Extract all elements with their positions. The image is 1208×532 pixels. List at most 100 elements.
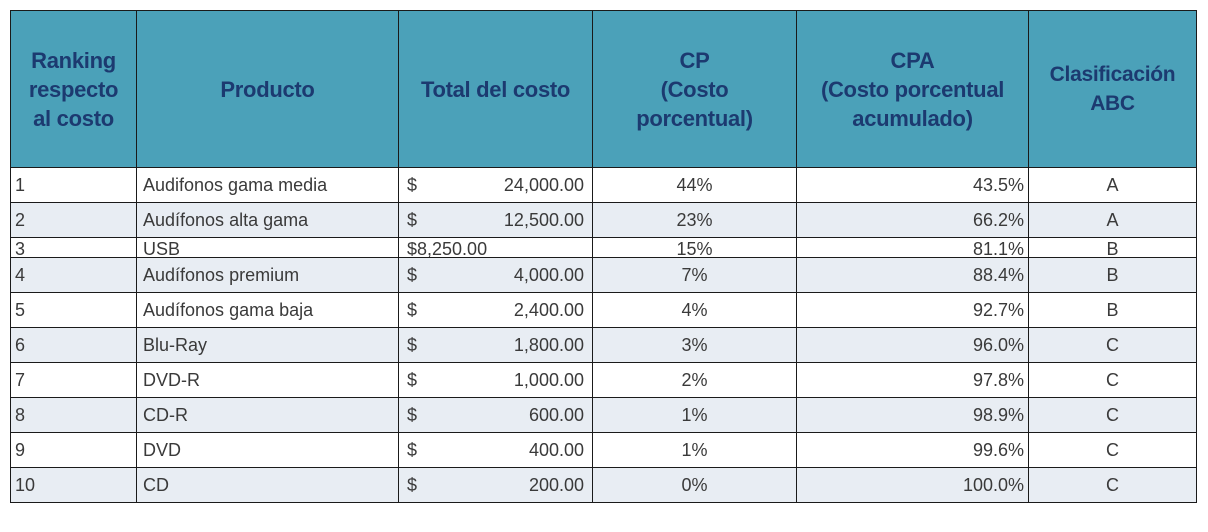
table-row: 8 CD-R $600.00 1% 98.9% C — [10, 397, 1197, 433]
header-cp: CP (Costo porcentual) — [592, 10, 797, 168]
abc-classification-table-container: Ranking respecto al costo Producto Total… — [10, 10, 1197, 503]
table-body: 1 Audifonos gama media $24,000.00 44% 43… — [10, 167, 1197, 503]
cell-rank: 10 — [10, 467, 137, 503]
cell-cp-text: 15% — [676, 242, 713, 257]
header-cpa-line: CPA — [890, 47, 935, 73]
cell-product: CD-R — [136, 397, 399, 433]
cell-total: $12,500.00 — [398, 202, 593, 238]
cell-cp: 23% — [592, 202, 797, 238]
cell-product: Audífonos gama baja — [136, 292, 399, 328]
currency-symbol: $ — [407, 209, 418, 230]
cell-abc-text: B — [1106, 242, 1119, 257]
cell-rank: 5 — [10, 292, 137, 328]
header-abc: Clasificación ABC — [1028, 10, 1197, 168]
cell-cp: 2% — [592, 362, 797, 398]
header-cpa-line: (Costo porcentual — [820, 76, 1005, 102]
header-cp-line: CP — [679, 47, 710, 73]
cell-product: CD — [136, 467, 399, 503]
total-amount: 1,800.00 — [513, 334, 584, 355]
cell-product: Audífonos alta gama — [136, 202, 399, 238]
cell-cpa-text: 81.1% — [972, 242, 1024, 257]
cell-cpa: 100.0% — [796, 467, 1029, 503]
cell-product: DVD — [136, 432, 399, 468]
cell-cp: 1% — [592, 397, 797, 433]
cell-abc: A — [1028, 167, 1197, 203]
cell-total: $200.00 — [398, 467, 593, 503]
cell-product-text: USB — [143, 242, 181, 257]
cell-rank: 8 — [10, 397, 137, 433]
currency-symbol: $ — [407, 264, 418, 285]
cell-total: $1,000.00 — [398, 362, 593, 398]
cell-product: USB — [136, 237, 399, 258]
table-row: 5 Audífonos gama baja $2,400.00 4% 92.7%… — [10, 292, 1197, 328]
currency-symbol: $ — [407, 242, 418, 257]
cell-total: $600.00 — [398, 397, 593, 433]
table-row: 6 Blu-Ray $1,800.00 3% 96.0% C — [10, 327, 1197, 363]
header-cpa-line: acumulado) — [852, 105, 973, 131]
header-abc-line: Clasificación — [1049, 63, 1176, 86]
cell-rank: 3 — [10, 237, 137, 258]
cell-cpa: 98.9% — [796, 397, 1029, 433]
cell-product: Blu-Ray — [136, 327, 399, 363]
cell-cp: 3% — [592, 327, 797, 363]
header-abc-line: ABC — [1090, 92, 1135, 115]
currency-symbol: $ — [407, 404, 418, 425]
cell-rank: 9 — [10, 432, 137, 468]
abc-classification-table: Ranking respecto al costo Producto Total… — [10, 10, 1197, 503]
cell-product: DVD-R — [136, 362, 399, 398]
header-rank-line: Ranking — [31, 47, 116, 73]
cell-rank: 4 — [10, 257, 137, 293]
cell-total: $24,000.00 — [398, 167, 593, 203]
cell-rank: 2 — [10, 202, 137, 238]
cell-abc: C — [1028, 362, 1197, 398]
cell-abc: C — [1028, 432, 1197, 468]
currency-symbol: $ — [407, 439, 418, 460]
table-row: 9 DVD $400.00 1% 99.6% C — [10, 432, 1197, 468]
table-row: 4 Audífonos premium $4,000.00 7% 88.4% B — [10, 257, 1197, 293]
total-amount: 12,500.00 — [503, 209, 584, 230]
currency-symbol: $ — [407, 174, 418, 195]
header-product-line: Producto — [220, 76, 315, 102]
cell-abc: C — [1028, 397, 1197, 433]
cell-cpa: 99.6% — [796, 432, 1029, 468]
header-cp-line: (Costo — [660, 76, 729, 102]
header-total-line: Total del costo — [420, 76, 571, 102]
cell-product: Audifonos gama media — [136, 167, 399, 203]
cell-abc: C — [1028, 327, 1197, 363]
cell-abc: B — [1028, 237, 1197, 258]
currency-symbol: $ — [407, 474, 418, 495]
total-amount: 4,000.00 — [513, 264, 584, 285]
cell-total: $4,000.00 — [398, 257, 593, 293]
cell-cpa: 88.4% — [796, 257, 1029, 293]
header-rank-line: respecto — [28, 76, 119, 102]
cell-cpa: 97.8% — [796, 362, 1029, 398]
cell-cp: 1% — [592, 432, 797, 468]
cell-cp: 4% — [592, 292, 797, 328]
header-cp-line: porcentual) — [636, 105, 753, 131]
cell-cp: 0% — [592, 467, 797, 503]
cell-cpa: 81.1% — [796, 237, 1029, 258]
table-row: 1 Audifonos gama media $24,000.00 44% 43… — [10, 167, 1197, 203]
table-row: 7 DVD-R $1,000.00 2% 97.8% C — [10, 362, 1197, 398]
cell-abc: B — [1028, 257, 1197, 293]
cell-cp: 15% — [592, 237, 797, 258]
cell-cpa: 66.2% — [796, 202, 1029, 238]
cell-rank: 6 — [10, 327, 137, 363]
cell-cp: 44% — [592, 167, 797, 203]
cell-cpa: 92.7% — [796, 292, 1029, 328]
cell-total: $1,800.00 — [398, 327, 593, 363]
total-amount: 600.00 — [528, 404, 584, 425]
cell-total: $8,250.00 — [398, 237, 593, 258]
cell-cpa: 43.5% — [796, 167, 1029, 203]
currency-symbol: $ — [407, 334, 418, 355]
header-total: Total del costo — [398, 10, 593, 168]
cell-rank: 7 — [10, 362, 137, 398]
table-row: 2 Audífonos alta gama $12,500.00 23% 66.… — [10, 202, 1197, 238]
cell-total: $2,400.00 — [398, 292, 593, 328]
cell-cpa: 96.0% — [796, 327, 1029, 363]
currency-symbol: $ — [407, 369, 418, 390]
cell-abc: C — [1028, 467, 1197, 503]
header-product: Producto — [136, 10, 399, 168]
cell-rank-text: 3 — [15, 242, 26, 257]
header-row: Ranking respecto al costo Producto Total… — [10, 10, 1197, 168]
